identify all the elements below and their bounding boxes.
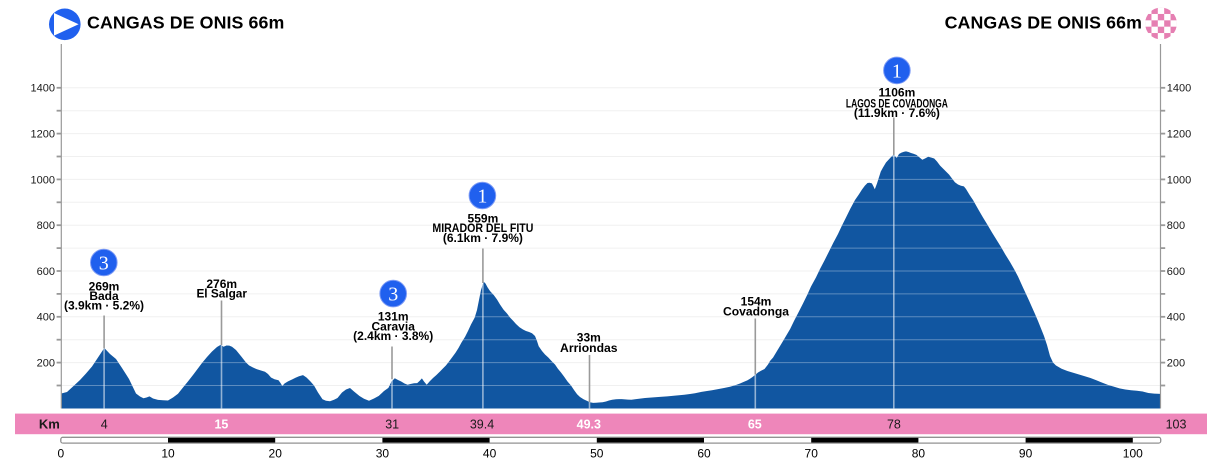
svg-text:1106m: 1106m bbox=[879, 86, 916, 100]
svg-text:40: 40 bbox=[483, 447, 497, 461]
svg-text:CANGAS DE ONIS 66m: CANGAS DE ONIS 66m bbox=[945, 13, 1142, 33]
svg-text:49.3: 49.3 bbox=[577, 417, 601, 431]
svg-text:0: 0 bbox=[57, 447, 64, 461]
svg-text:60: 60 bbox=[697, 447, 711, 461]
svg-text:80: 80 bbox=[912, 447, 926, 461]
svg-text:3: 3 bbox=[388, 284, 398, 306]
svg-text:1000: 1000 bbox=[31, 174, 55, 186]
svg-text:3: 3 bbox=[99, 253, 109, 275]
svg-text:4: 4 bbox=[101, 417, 108, 431]
svg-text:800: 800 bbox=[1167, 220, 1185, 232]
svg-text:30: 30 bbox=[376, 447, 390, 461]
svg-text:Covadonga: Covadonga bbox=[723, 304, 789, 318]
svg-text:100: 100 bbox=[1123, 447, 1143, 461]
svg-text:70: 70 bbox=[805, 447, 819, 461]
svg-text:10: 10 bbox=[161, 447, 175, 461]
svg-text:Arriondas: Arriondas bbox=[560, 341, 618, 355]
svg-text:200: 200 bbox=[1167, 358, 1185, 370]
svg-text:50: 50 bbox=[590, 447, 604, 461]
svg-text:90: 90 bbox=[1019, 447, 1033, 461]
svg-text:65: 65 bbox=[748, 417, 762, 431]
svg-text:(3.9km · 5.2%): (3.9km · 5.2%) bbox=[64, 299, 144, 313]
svg-text:600: 600 bbox=[1167, 266, 1185, 278]
svg-text:(2.4km · 3.8%): (2.4km · 3.8%) bbox=[353, 329, 433, 343]
svg-text:200: 200 bbox=[37, 358, 55, 370]
svg-text:CANGAS DE ONIS 66m: CANGAS DE ONIS 66m bbox=[87, 13, 284, 33]
svg-text:Caravia: Caravia bbox=[372, 320, 416, 334]
svg-text:El Salgar: El Salgar bbox=[196, 287, 247, 301]
svg-text:15: 15 bbox=[214, 417, 228, 431]
svg-text:LAGOS DE COVADONGA: LAGOS DE COVADONGA bbox=[846, 96, 948, 110]
svg-text:400: 400 bbox=[37, 312, 55, 324]
svg-text:600: 600 bbox=[37, 266, 55, 278]
svg-text:1400: 1400 bbox=[31, 83, 55, 95]
svg-text:131m: 131m bbox=[378, 309, 409, 323]
svg-text:103: 103 bbox=[1166, 417, 1187, 431]
svg-text:Km: Km bbox=[39, 416, 60, 431]
svg-text:1200: 1200 bbox=[1167, 129, 1191, 141]
svg-text:39.4: 39.4 bbox=[470, 417, 494, 431]
svg-text:20: 20 bbox=[269, 447, 283, 461]
svg-text:276m: 276m bbox=[206, 277, 237, 291]
svg-text:(6.1km · 7.9%): (6.1km · 7.9%) bbox=[443, 231, 523, 245]
svg-text:1000: 1000 bbox=[1167, 174, 1191, 186]
svg-text:1200: 1200 bbox=[31, 129, 55, 141]
svg-text:31: 31 bbox=[385, 417, 399, 431]
svg-text:559m: 559m bbox=[468, 211, 499, 225]
svg-text:1: 1 bbox=[477, 186, 487, 208]
svg-text:(11.9km · 7.6%): (11.9km · 7.6%) bbox=[854, 106, 940, 120]
svg-text:MIRADOR DEL FITU: MIRADOR DEL FITU bbox=[432, 221, 533, 235]
svg-text:800: 800 bbox=[37, 220, 55, 232]
svg-text:154m: 154m bbox=[741, 295, 772, 309]
svg-text:269m: 269m bbox=[89, 279, 120, 293]
svg-text:33m: 33m bbox=[577, 330, 601, 344]
svg-text:400: 400 bbox=[1167, 312, 1185, 324]
svg-text:1400: 1400 bbox=[1167, 83, 1191, 95]
svg-text:78: 78 bbox=[887, 417, 901, 431]
svg-text:1: 1 bbox=[892, 61, 902, 83]
svg-text:Bada: Bada bbox=[89, 289, 119, 303]
